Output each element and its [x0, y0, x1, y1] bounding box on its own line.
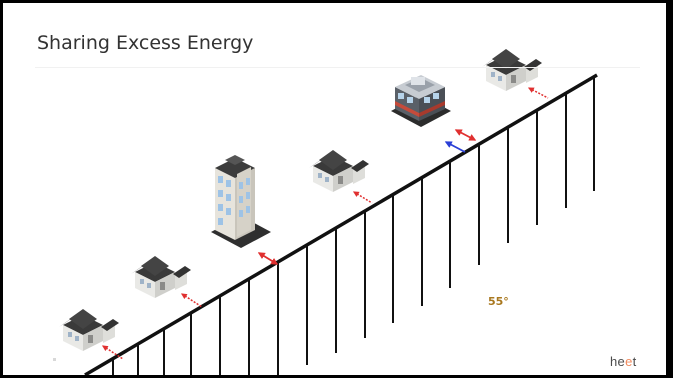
commercial-building-icon	[391, 75, 451, 127]
page-marker	[53, 358, 56, 361]
temperature-label: 55°	[488, 295, 509, 308]
boreholes	[112, 77, 595, 375]
logo-part: t	[632, 354, 637, 369]
flow-arrow-bidirectional	[257, 252, 279, 265]
main-pipe	[84, 73, 598, 375]
house-3-icon	[309, 150, 369, 192]
heet-logo: heet	[610, 354, 637, 369]
title-divider	[35, 67, 640, 68]
house-2-icon	[131, 256, 191, 298]
energy-network-diagram	[59, 49, 598, 375]
logo-part: he	[610, 354, 626, 369]
apartment-tower-icon	[211, 155, 271, 248]
flow-arrow	[101, 345, 124, 360]
house-4-icon	[482, 49, 542, 91]
page-title: Sharing Excess Energy	[37, 32, 254, 54]
flow-arrow	[180, 293, 203, 308]
flow-arrow	[352, 191, 373, 204]
flow-arrow-inbound	[444, 141, 466, 153]
flow-arrow-bidirectional	[454, 129, 477, 141]
house-1-icon	[59, 309, 119, 351]
flow-arrow	[527, 87, 549, 99]
slide: Sharing Excess Energy 55° heet	[3, 3, 666, 375]
logo-accent: e	[625, 354, 633, 369]
